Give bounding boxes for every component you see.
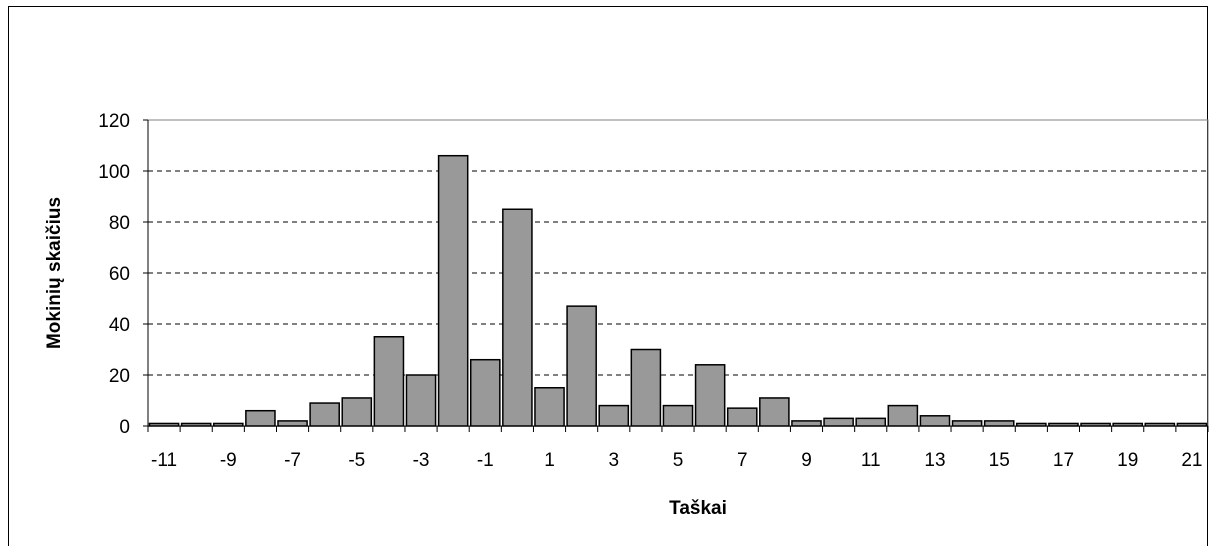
bar — [566, 305, 597, 427]
x-tick-label: 17 — [1053, 450, 1074, 471]
bar — [405, 374, 437, 427]
y-tick-label: 40 — [109, 315, 130, 336]
x-axis-ticks: -11 -9 -7 -5 -3 -1 1 3 5 7 9 11 13 15 17 19 21 — [147, 426, 1209, 471]
bar — [791, 420, 822, 427]
x-tick-label: 3 — [608, 450, 619, 471]
x-tick-label: 11 — [861, 450, 881, 471]
x-tick-label: 21 — [1181, 450, 1202, 471]
x-tick-label: 15 — [989, 450, 1010, 471]
x-tick-label: -7 — [284, 450, 301, 471]
y-axis-title: Mokinių skaičius — [44, 197, 65, 349]
bar — [694, 364, 726, 427]
bar — [341, 397, 373, 427]
x-tick-label: -1 — [477, 450, 494, 471]
y-tick-label: 100 — [98, 162, 130, 183]
bar — [662, 404, 694, 427]
bar — [309, 402, 340, 427]
y-tick-label: 0 — [119, 417, 130, 438]
x-tick-label: 5 — [673, 450, 684, 471]
chart-frame — [8, 6, 1208, 546]
x-tick-label: -5 — [348, 450, 365, 471]
bar — [245, 409, 276, 427]
y-tick-label: 20 — [109, 366, 130, 387]
x-tick-label: -3 — [413, 450, 430, 471]
x-tick-label: 1 — [544, 450, 555, 471]
bar — [759, 397, 790, 427]
bar — [983, 420, 1015, 427]
x-axis-title: Taškai — [669, 498, 727, 519]
bar — [469, 358, 501, 427]
bar — [726, 407, 758, 427]
x-tick-label: -9 — [220, 450, 237, 471]
y-axis-ticks: 0 20 40 60 80 100 120 — [98, 111, 148, 438]
x-tick-label: 7 — [737, 450, 748, 471]
bar — [437, 154, 469, 427]
bar — [534, 387, 565, 427]
bar — [887, 404, 919, 427]
y-tick-label: 80 — [109, 213, 130, 234]
bar — [598, 404, 630, 427]
bar — [277, 420, 308, 427]
x-tick-label: 9 — [801, 450, 812, 471]
x-tick-label: -11 — [151, 450, 177, 471]
x-tick-label: 13 — [924, 450, 945, 471]
bar — [855, 417, 887, 427]
grid-lines — [148, 119, 1208, 376]
bar — [951, 420, 983, 427]
x-tick-label: 19 — [1117, 450, 1138, 471]
bars — [148, 154, 1208, 427]
y-tick-label: 120 — [98, 111, 130, 132]
bar — [373, 336, 405, 427]
bar — [919, 415, 951, 427]
bar — [502, 208, 533, 427]
y-tick-label: 60 — [109, 264, 130, 285]
bar — [823, 417, 854, 427]
bar — [630, 348, 662, 427]
